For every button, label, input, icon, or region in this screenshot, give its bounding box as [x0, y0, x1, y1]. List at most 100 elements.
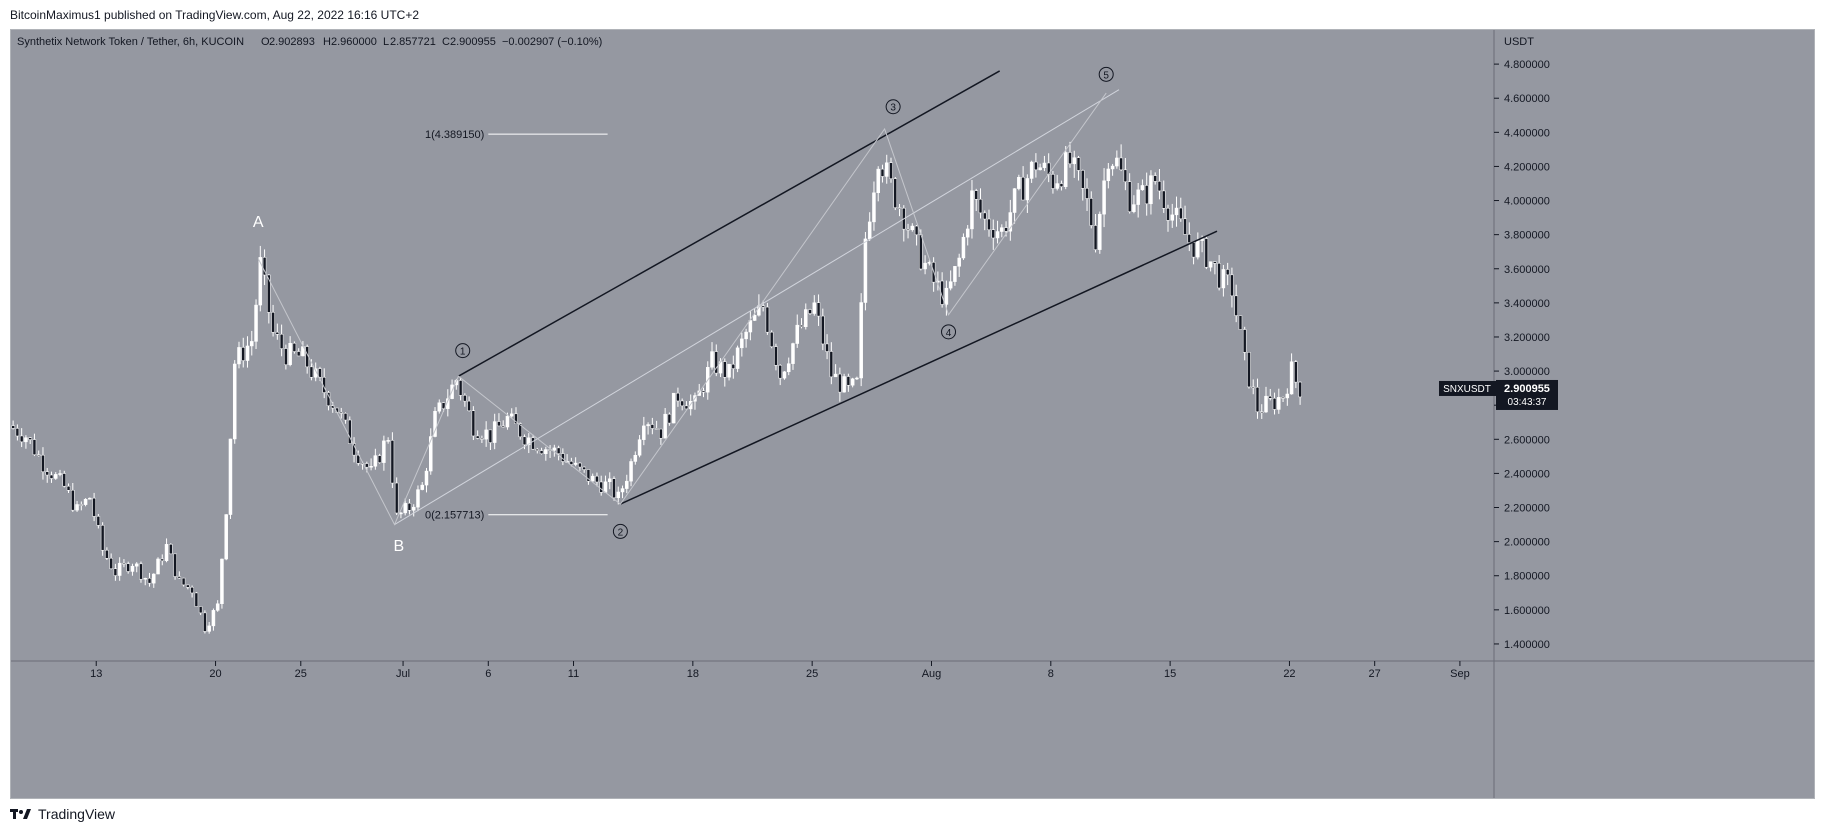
candle-body [1221, 269, 1226, 289]
candle-body [509, 413, 514, 417]
chart-frame[interactable]: A B 1 2 3 4 5 1(4.389150) 0(2.157713) 1.400000 1… [10, 29, 1815, 799]
wave-label-circle [1098, 66, 1114, 82]
candle-body [1217, 263, 1221, 289]
candle-body [1247, 352, 1251, 388]
candle-body [786, 363, 791, 373]
price-axis-background [1494, 30, 1814, 661]
candle-body [833, 373, 838, 378]
candle-body [752, 314, 757, 321]
wave-label-circle [612, 523, 628, 539]
candle-body [799, 324, 804, 327]
candle-body [1038, 167, 1042, 171]
candles [11, 141, 1302, 634]
candle-body [774, 346, 778, 366]
candle-body [1042, 162, 1047, 168]
y-tick-label: 3.200000 [1504, 332, 1550, 344]
candle-body [676, 392, 680, 402]
candle-body [735, 347, 740, 369]
wave-label-text: 4 [946, 328, 952, 339]
candle-body [821, 315, 825, 345]
candle-body [109, 558, 113, 569]
last-price-value: 2.900955 [1504, 383, 1550, 395]
candle-body [599, 481, 603, 493]
candle-body [267, 274, 271, 313]
candle-body [867, 221, 872, 240]
candle-body [484, 429, 488, 440]
candle-body [211, 610, 216, 627]
channel-lower-trendline[interactable] [620, 230, 1218, 505]
candle-body [232, 363, 237, 440]
candle-body [348, 419, 352, 444]
wave-count-path[interactable] [257, 92, 1107, 526]
candle-body [152, 573, 156, 584]
candle-body [1012, 188, 1017, 213]
ohlc-l-value: 2.857721 [390, 36, 436, 48]
candle-body [838, 373, 842, 393]
y-tick-label: 4.800000 [1504, 59, 1550, 71]
chart-title: Synthetix Network Token / Tether, 6h, KU… [17, 36, 244, 48]
wave-label-letter: B [393, 538, 404, 555]
candle-body [24, 437, 28, 443]
wave-labels: A B 1 2 3 4 5 [253, 66, 1114, 555]
candle-body [105, 549, 109, 559]
wave-label-circle [455, 343, 471, 359]
ohlc-h-value: 2.960000 [331, 36, 377, 48]
candle-body [241, 347, 246, 361]
candle-body [471, 410, 476, 437]
candle-body [514, 413, 518, 424]
candle-body [96, 516, 101, 526]
candle-body [262, 257, 267, 276]
candle-body [1174, 207, 1179, 216]
ohlc-h-label: H [323, 36, 331, 48]
x-tick-label: Jul [396, 668, 410, 680]
candle-body [522, 436, 527, 446]
candle-body [365, 463, 369, 468]
candle-body [190, 587, 194, 594]
price-badge [1496, 379, 1558, 410]
channel-midline[interactable] [394, 89, 1120, 525]
y-tick-label: 3.800000 [1504, 230, 1550, 242]
candle-body [612, 478, 616, 499]
candle-body [531, 437, 535, 450]
candle-body [492, 421, 497, 443]
candle-body [88, 497, 92, 500]
candle-body [134, 563, 139, 567]
candle-body [1191, 242, 1196, 258]
y-tick-label: 4.200000 [1504, 161, 1550, 173]
candle-body [41, 454, 45, 472]
countdown: 03:43:37 [1508, 397, 1547, 408]
candle-body [1289, 361, 1294, 395]
candle-body [1213, 261, 1217, 264]
candle-body [953, 266, 957, 282]
x-tick-label: 25 [295, 668, 307, 680]
channel-upper-trendline[interactable] [458, 70, 1001, 377]
candle-body [829, 351, 834, 378]
candle-body [429, 436, 433, 472]
candle-body [49, 474, 54, 479]
candle-body [279, 334, 284, 349]
candle-body [607, 478, 612, 483]
wave-label-text: 5 [1103, 70, 1109, 81]
candle-body [369, 466, 373, 468]
candle-body [15, 428, 20, 437]
x-tick-label: 11 [568, 668, 579, 680]
candle-body [893, 178, 898, 208]
tradingview-logo-icon [10, 809, 31, 819]
wave-label-text: 2 [618, 527, 624, 538]
candle-body [203, 612, 207, 632]
candle-body [518, 423, 522, 438]
candle-body [28, 437, 32, 440]
footer[interactable]: TradingView [10, 806, 115, 822]
candle-body [539, 450, 544, 454]
candle-body [1123, 169, 1128, 182]
candle-body [642, 425, 646, 440]
candle-body [761, 305, 765, 308]
candle-body [100, 525, 105, 551]
candle-body [654, 428, 659, 430]
candle-body [1132, 204, 1136, 212]
candlestick-chart[interactable]: A B 1 2 3 4 5 1(4.389150) 0(2.157713) 1.400000 1… [11, 30, 1814, 798]
candle-body [569, 461, 574, 465]
candle-body [1000, 227, 1004, 232]
candle-body [586, 469, 591, 482]
time-axis[interactable]: 13 20 25 Jul 6 11 18 25 Aug 8 15 22 27 Sep [90, 661, 1470, 680]
